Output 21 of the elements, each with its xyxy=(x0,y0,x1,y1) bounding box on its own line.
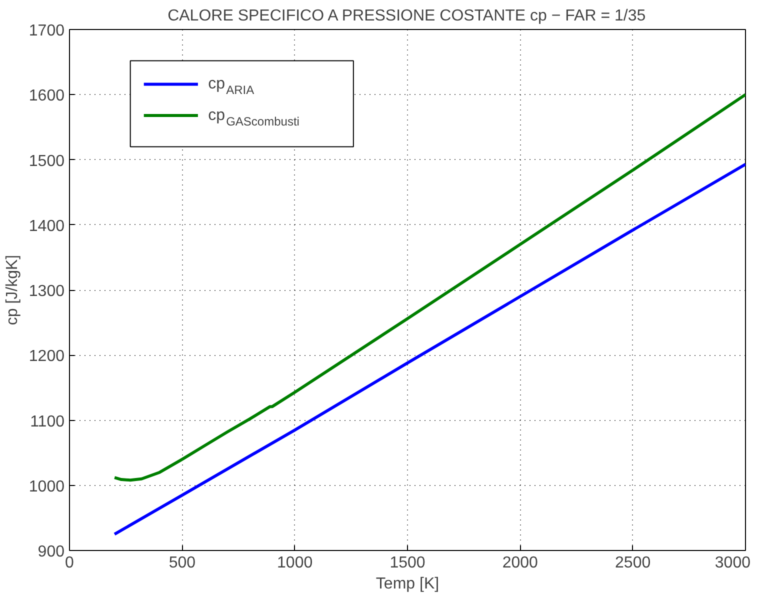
y-tick-label: 1400 xyxy=(28,218,65,235)
y-tick-label: 900 xyxy=(38,544,65,560)
y-tick-label: 1300 xyxy=(28,283,65,300)
chart-title: CALORE SPECIFICO A PRESSIONE COSTANTE cp − FAR = 1/35 xyxy=(168,8,646,24)
x-tick-label: 2000 xyxy=(502,554,538,572)
y-tick-label: 1100 xyxy=(30,413,65,430)
y-axis-title: cp [J/kgK] xyxy=(4,254,21,326)
y-tick-label: 1700 xyxy=(28,22,65,40)
y-tick-label: 1000 xyxy=(28,478,65,496)
x-tick-label: 0 xyxy=(65,554,74,572)
y-tick-label: 1500 xyxy=(28,152,65,170)
x-tick-label: 2500 xyxy=(615,554,651,572)
line-series xyxy=(113,93,746,482)
x-tick-label: 3000 xyxy=(714,554,751,572)
x-tick-label: 1500 xyxy=(390,554,426,572)
y-tick-label: 1600 xyxy=(28,88,65,105)
x-axis-title: Temp [K] xyxy=(376,576,440,592)
y-tick-label: 1200 xyxy=(28,348,65,366)
line-series xyxy=(113,162,746,536)
x-tick-label: 1000 xyxy=(277,554,313,572)
x-tick-label: 500 xyxy=(168,554,196,572)
